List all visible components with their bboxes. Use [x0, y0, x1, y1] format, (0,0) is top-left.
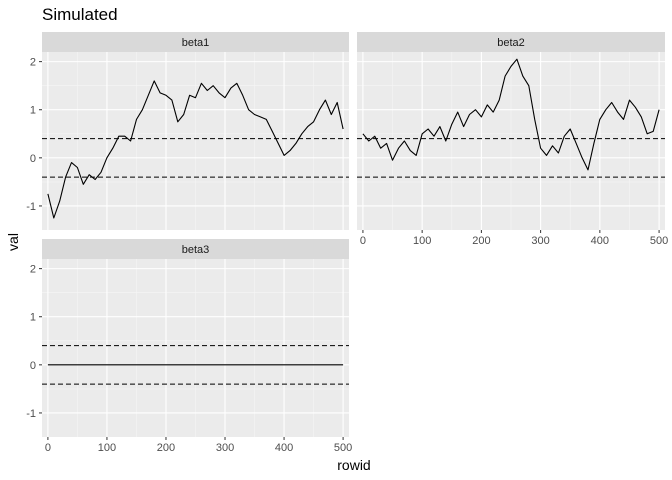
- facet-panel-beta3: beta3 -1 0 1 2 0 100 200 300 400 500: [26, 239, 352, 454]
- facet-panel-beta1: beta1 -1 0 1 2: [26, 32, 349, 230]
- facet-strip: [42, 239, 349, 259]
- chart-title: Simulated: [42, 5, 118, 24]
- x-tick-label: 400: [275, 442, 293, 454]
- x-tick-label: 100: [98, 442, 116, 454]
- x-tick-label: 0: [360, 235, 366, 247]
- y-axis-title: val: [5, 233, 21, 251]
- x-tick-label: 0: [45, 442, 51, 454]
- facet-strip-label: beta2: [497, 37, 525, 49]
- x-axis-title: rowid: [337, 457, 370, 473]
- x-tick-label: 300: [216, 442, 234, 454]
- x-tick-label: 200: [472, 235, 490, 247]
- facet-strip-label: beta3: [182, 244, 210, 256]
- x-tick-label: 200: [157, 442, 175, 454]
- y-tick-label: -1: [26, 408, 36, 420]
- series-line-beta1: [47, 80, 344, 219]
- series-line-beta2: [362, 58, 660, 171]
- y-tick-label: 0: [30, 360, 36, 372]
- facet-strip: [42, 32, 349, 52]
- facet-strip-label: beta1: [182, 37, 210, 49]
- x-tick-label: 100: [413, 235, 431, 247]
- facet-panel-beta2: beta2 0 100 200 300 400 500: [357, 32, 668, 247]
- facet-strip: [357, 32, 665, 52]
- x-tick-label: 500: [650, 235, 668, 247]
- facet-panels: beta1 -1 0 1 2 beta2 0 100 200 300 400 500 beta3 -1 0 1…: [26, 32, 668, 454]
- y-tick-label: 0: [30, 153, 36, 165]
- x-tick-label: 300: [531, 235, 549, 247]
- y-tick-label: 1: [30, 105, 36, 117]
- y-tick-label: 1: [30, 312, 36, 324]
- x-tick-label: 400: [591, 235, 609, 247]
- y-tick-label: -1: [26, 201, 36, 213]
- y-tick-label: 2: [30, 57, 36, 69]
- x-tick-label: 500: [334, 442, 352, 454]
- y-tick-label: 2: [30, 264, 36, 276]
